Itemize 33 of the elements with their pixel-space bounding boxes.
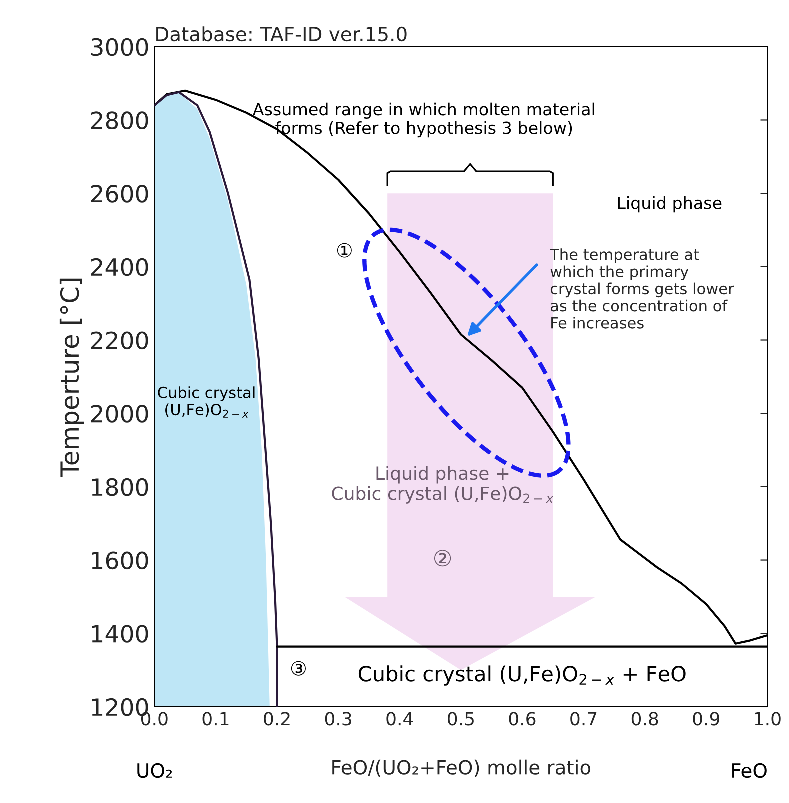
x-tick-label: 0.3 [325,712,352,726]
annotation: Liquid phase + Cubic crystal (U,Fe)O$_{2−x}$ [332,466,554,504]
annotation: ① [337,243,352,258]
y-tick-label: 2600 [91,185,148,203]
x-tick-label: 0.4 [386,712,414,726]
x-tick-label: 0.2 [264,712,290,726]
y-tick-label: 1600 [92,552,148,570]
x-tick-label: 1.0 [755,712,781,726]
x-tick-label: 0.5 [448,712,474,726]
text: UO₂ [138,763,172,778]
y-tick-label: 2800 [91,112,148,130]
y-tick-label: 2400 [91,258,148,276]
y-tick-label: 2000 [91,405,148,423]
y-tick-label: 3000 [91,38,148,56]
annotation: ② [434,550,452,567]
y-tick-label: 1800 [92,478,148,496]
y-axis-title: Temperture [°C] [60,278,84,478]
y-tick-label: 1400 [92,625,148,643]
x-axis-title: FeO/(UO₂+FeO) molle ratio [332,760,591,778]
annotation: Cubic crystal (U,Fe)O$_{2−x}$ [158,386,255,418]
annotation: Assumed range in which molten material forms (Refer to hypothesis 3 below) [252,102,594,138]
annotation: Liquid phase [618,196,722,213]
x-tick-label: 0.8 [632,712,658,726]
x-tick-label: 0.1 [202,712,229,726]
text: FeO [732,763,767,778]
chart-title: Database: TAF-ID ver.15.0 [156,26,407,42]
y-tick-label: 2200 [91,332,148,350]
x-tick-label: 0.6 [509,712,536,726]
annotation: ③ [291,661,306,676]
x-tick-label: 0.9 [693,712,720,726]
annotation: The temperature at which the primary crystal forms gets lower as the concentration of Fe increases [550,248,734,329]
x-tick-label: 0.7 [570,712,597,726]
annotation: Cubic crystal (U,Fe)O$_{2−x}$ + FeO [358,666,686,686]
